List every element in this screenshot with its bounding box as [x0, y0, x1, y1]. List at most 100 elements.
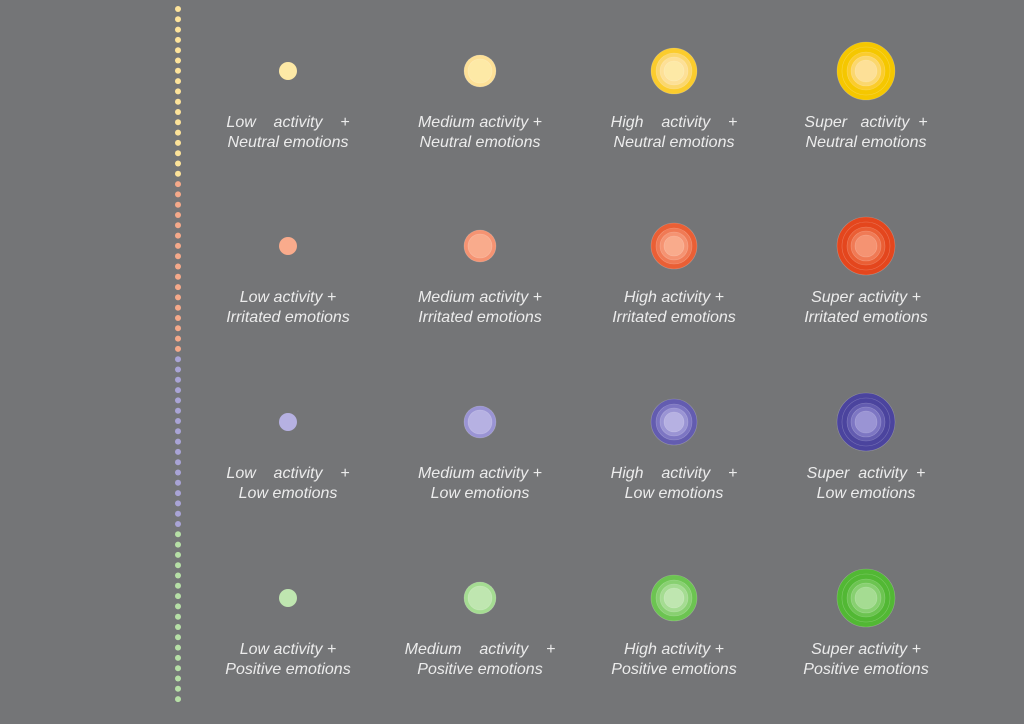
legend-dot-irritated: [175, 263, 181, 270]
legend-dot-positive: [175, 644, 181, 651]
legend-dot-positive: [175, 572, 181, 579]
activity-label: High activity +: [623, 289, 725, 306]
circle-ring-1: [279, 237, 297, 255]
circle-ring-5: [854, 586, 878, 610]
legend-label: Medium activity + Low emotions: [390, 464, 570, 504]
activity-label: Super activity +: [811, 289, 921, 306]
circle-ring-2: [467, 409, 493, 435]
concentric-circle-icon: [836, 568, 896, 628]
legend-dot-neutral: [175, 36, 181, 43]
activity-label: Super activity +: [804, 114, 928, 131]
concentric-circle-icon: [463, 405, 497, 439]
legend-label: Super activity + Low emotions: [776, 464, 956, 504]
legend-label: Medium activity + Positive emotions: [390, 640, 570, 680]
legend-dot-neutral: [175, 57, 181, 64]
concentric-circle-icon: [279, 589, 297, 607]
circle-ring-1: [279, 589, 297, 607]
concentric-circle-icon: [650, 47, 698, 95]
emotion-label: Neutral emotions: [613, 134, 735, 151]
activity-label: High activity +: [623, 641, 725, 658]
legend-dot-low: [175, 479, 181, 486]
legend-dot-irritated: [175, 273, 181, 280]
legend-dot-low: [175, 366, 181, 373]
legend-dot-neutral: [175, 6, 181, 12]
circle-ring-4: [663, 60, 685, 82]
emotion-label: Irritated emotions: [226, 309, 350, 326]
emotion-label: Neutral emotions: [805, 134, 927, 151]
circle-ring-5: [854, 234, 878, 258]
activity-label: Super activity +: [806, 465, 926, 482]
legend-dot-positive: [175, 562, 181, 569]
legend-dot-neutral: [175, 109, 181, 115]
legend-dot-neutral: [175, 78, 181, 85]
legend-dot-positive: [175, 603, 181, 610]
legend-dot-low: [175, 448, 181, 455]
legend-label: Super activity + Irritated emotions: [776, 288, 956, 328]
legend-label: Super activity + Positive emotions: [776, 640, 956, 680]
legend-dot-low: [175, 438, 181, 445]
legend-label: Super activity + Neutral emotions: [776, 113, 956, 153]
legend-dot-irritated: [175, 212, 181, 218]
emotion-label: Low emotions: [624, 485, 724, 502]
activity-label: Low activity +: [226, 465, 350, 482]
concentric-circle-icon: [463, 581, 497, 615]
concentric-circle-icon: [279, 237, 297, 255]
legend-label: High activity + Neutral emotions: [584, 113, 764, 153]
emotion-label: Irritated emotions: [612, 309, 736, 326]
legend-label: Medium activity + Neutral emotions: [390, 113, 570, 153]
activity-label: High activity +: [610, 465, 738, 482]
activity-label: Low activity +: [226, 114, 350, 131]
legend-dot-positive: [175, 634, 181, 641]
emotion-label: Positive emotions: [611, 661, 737, 678]
legend-dot-positive: [175, 582, 181, 589]
legend-label: High activity + Irritated emotions: [584, 288, 764, 328]
legend-dot-neutral: [175, 26, 181, 33]
legend-dot-irritated: [175, 222, 181, 229]
legend-dot-neutral: [175, 119, 181, 126]
concentric-circle-icon: [650, 398, 698, 446]
legend-dot-positive: [175, 675, 181, 682]
legend-label: Low activity + Low emotions: [198, 464, 378, 504]
legend-dot-irritated: [175, 242, 181, 249]
circle-ring-2: [467, 233, 493, 259]
legend-dot-low: [175, 521, 181, 527]
emotion-label: Irritated emotions: [804, 309, 928, 326]
concentric-circle-icon: [836, 216, 896, 276]
legend-dot-neutral: [175, 170, 181, 177]
activity-label: Medium activity +: [417, 465, 543, 482]
circle-ring-4: [663, 587, 685, 609]
legend-dot-irritated: [175, 232, 181, 239]
legend-label: High activity + Low emotions: [584, 464, 764, 504]
emotion-label: Low emotions: [430, 485, 530, 502]
emotion-label: Positive emotions: [225, 661, 351, 678]
legend-label: Low activity + Irritated emotions: [198, 288, 378, 328]
legend-dot-positive: [175, 613, 181, 620]
emotion-label: Irritated emotions: [418, 309, 542, 326]
legend-dot-neutral: [175, 67, 181, 74]
legend-dot-irritated: [175, 304, 181, 311]
activity-label: Medium activity +: [417, 114, 543, 131]
emotion-label: Low emotions: [238, 485, 338, 502]
concentric-circle-icon: [836, 41, 896, 101]
legend-dot-positive: [175, 654, 181, 661]
concentric-circle-icon: [650, 574, 698, 622]
legend-dot-neutral: [175, 129, 181, 136]
legend-dot-low: [175, 397, 181, 404]
concentric-circle-icon: [463, 229, 497, 263]
legend-dot-irritated: [175, 253, 181, 260]
legend-dot-low: [175, 356, 181, 363]
legend-dot-low: [175, 500, 181, 507]
legend-dot-irritated: [175, 284, 181, 291]
legend-dot-irritated: [175, 294, 181, 301]
legend-dot-neutral: [175, 47, 181, 54]
legend-dot-irritated: [175, 325, 181, 332]
legend-dot-positive: [175, 624, 181, 630]
legend-dot-positive: [175, 685, 181, 692]
legend-dot-neutral: [175, 16, 181, 23]
circle-ring-5: [854, 59, 878, 83]
concentric-circle-icon: [279, 62, 297, 80]
activity-label: High activity +: [610, 114, 738, 131]
legend-dot-low: [175, 376, 181, 383]
activity-label: Medium activity +: [404, 641, 556, 658]
